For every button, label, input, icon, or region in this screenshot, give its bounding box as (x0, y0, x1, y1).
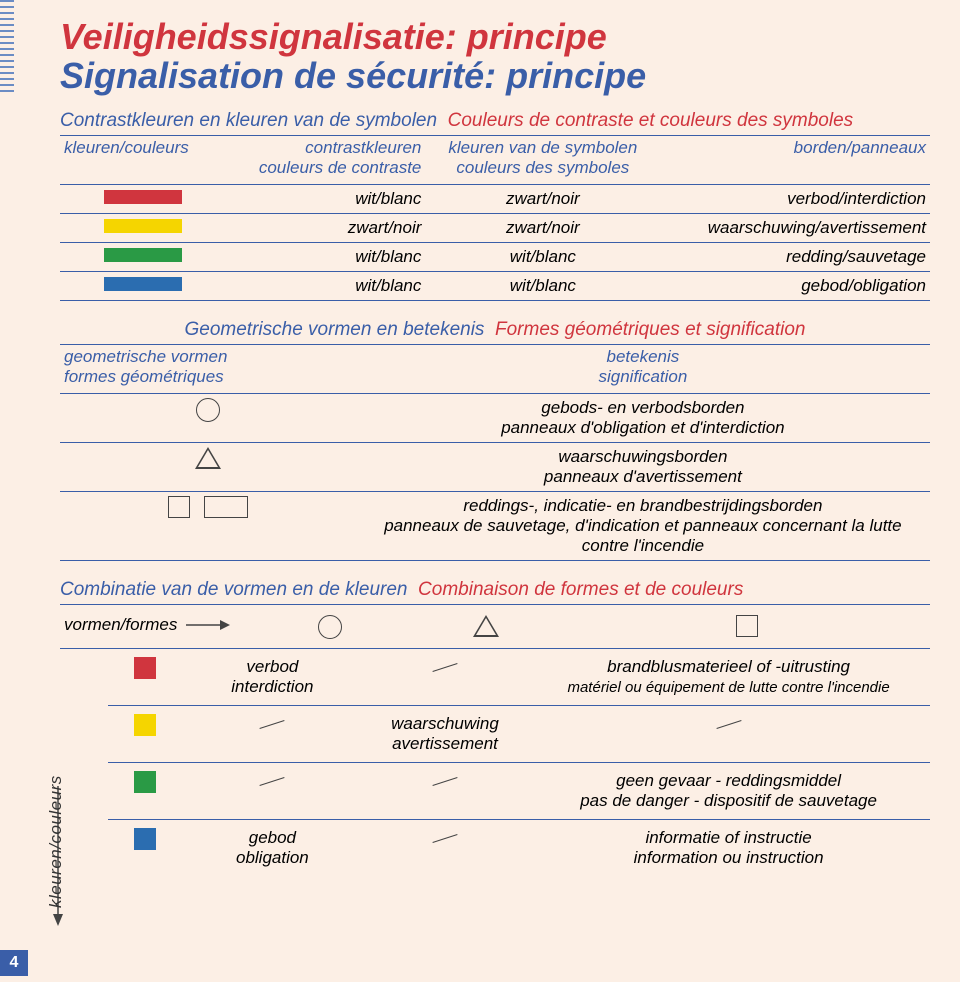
sq-yellow (134, 714, 156, 736)
section-2-header: Geometrische vormen en betekenis Formes … (60, 319, 930, 341)
shape-square (168, 496, 190, 518)
table-combination: vormen/formes (60, 611, 930, 649)
sq-red (134, 657, 156, 679)
margin-ticks (0, 0, 14, 96)
page: Veiligheidssignalisatie: principe Signal… (0, 0, 960, 886)
shape-circle (196, 398, 220, 422)
shape-rectangle (204, 496, 248, 518)
swatch-blue (104, 277, 182, 291)
page-number: 4 (0, 950, 28, 976)
section-1-header: Contrastkleuren en kleuren van de symbol… (60, 110, 930, 132)
table-matrix: verbodinterdiction brandblusmaterieel of… (108, 649, 930, 876)
swatch-yellow (104, 219, 182, 233)
arrow-icon (186, 619, 230, 631)
table-colors: kleuren/couleurs contrastkleurencouleurs… (60, 136, 930, 301)
vertical-label: kleuren/couleurs (46, 775, 66, 908)
swatch-red (104, 190, 182, 204)
swatch-green (104, 248, 182, 262)
section-3-header: Combinatie van de vormen en de kleuren C… (60, 579, 930, 601)
sq-green (134, 771, 156, 793)
page-title: Veiligheidssignalisatie: principe Signal… (60, 18, 930, 96)
shape-triangle (195, 447, 221, 469)
sq-blue (134, 828, 156, 850)
table-shapes: geometrische vormenformes géométriques b… (60, 345, 930, 561)
